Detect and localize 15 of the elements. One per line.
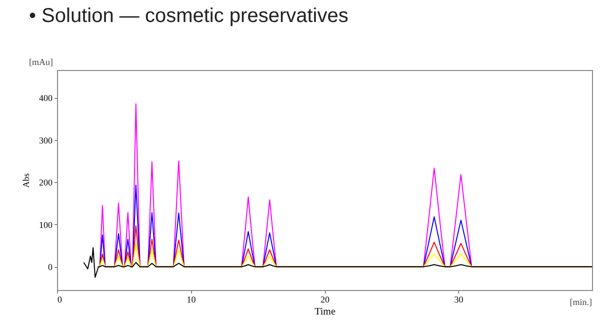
line-series bbox=[83, 247, 592, 278]
y-tick-label: 100 bbox=[39, 220, 53, 230]
y-axis-title: Abs bbox=[21, 172, 31, 188]
x-tick-label: 30 bbox=[454, 294, 464, 304]
x-tick-label: 10 bbox=[186, 294, 196, 304]
x-tick-label: 0 bbox=[58, 294, 62, 304]
y-tick-label: 400 bbox=[39, 93, 53, 103]
text: [mAu] bbox=[29, 57, 53, 67]
chart-title: • Solution — cosmetic preservatives bbox=[29, 5, 348, 27]
x-tick-label: 20 bbox=[320, 294, 330, 304]
x-axis-title: Time bbox=[314, 306, 336, 318]
y-tick-label: 200 bbox=[39, 178, 53, 188]
text: [min.] bbox=[570, 297, 592, 307]
y-tick-label: 300 bbox=[39, 135, 53, 146]
y-tick-label: 0 bbox=[48, 262, 53, 272]
